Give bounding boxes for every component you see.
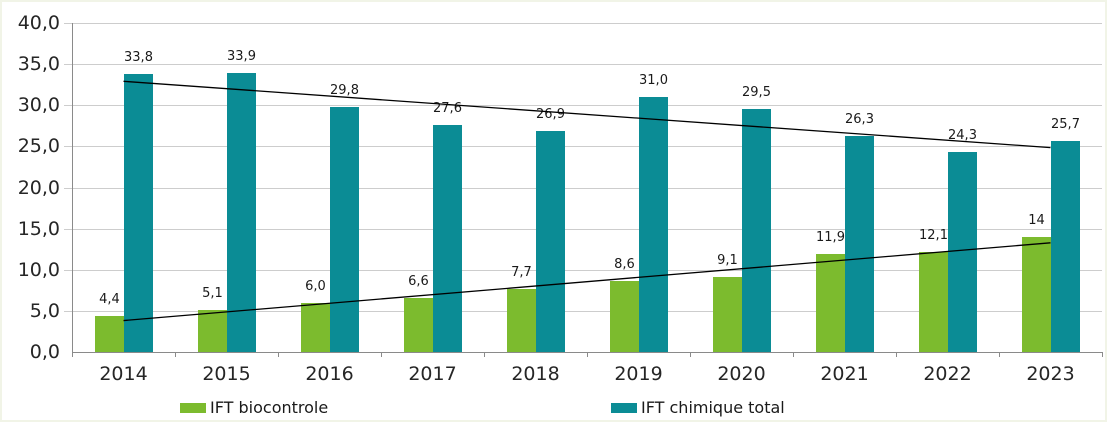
bar-chimique-2020: [742, 109, 771, 352]
y-axis-label: 30,0: [17, 94, 60, 116]
x-axis-tick: [175, 352, 176, 357]
bar-biocontrole-2016: [301, 302, 330, 352]
x-axis-tick: [690, 352, 691, 357]
bar-chimique-2019: [639, 97, 668, 352]
gridline: [64, 23, 1102, 24]
bar-value-label: 33,8: [124, 49, 153, 65]
x-axis-label: 2014: [99, 363, 148, 385]
gridline: [64, 105, 1102, 106]
x-axis-tick: [793, 352, 794, 357]
bar-biocontrole-2023: [1022, 236, 1051, 352]
x-axis-tick: [278, 352, 279, 357]
bar-biocontrole-2022: [919, 252, 948, 352]
bar-value-label: 26,9: [536, 106, 565, 122]
bar-chimique-2014: [124, 73, 153, 352]
x-axis-label: 2021: [820, 363, 869, 385]
bar-value-label: 24,3: [948, 128, 977, 144]
x-axis-tick: [587, 352, 588, 357]
x-axis-label: 2015: [202, 363, 251, 385]
x-axis-label: 2019: [614, 363, 663, 385]
legend-swatch-chimique-icon: [611, 403, 637, 413]
y-axis-label: 15,0: [17, 218, 60, 240]
bar-chimique-2022: [948, 152, 977, 352]
bar-value-label: 29,8: [330, 82, 359, 98]
bar-biocontrole-2021: [816, 254, 845, 352]
bar-chimique-2018: [536, 130, 565, 352]
y-axis-label: 0,0: [29, 341, 60, 363]
legend-item-biocontrole: IFT biocontrole: [180, 398, 328, 418]
bar-biocontrole-2018: [507, 288, 536, 352]
gridline: [64, 229, 1102, 230]
bar-value-label: 31,0: [639, 73, 668, 89]
x-axis-label: 2018: [511, 363, 560, 385]
bar-biocontrole-2015: [198, 310, 227, 352]
x-axis-tick: [999, 352, 1000, 357]
gridline: [64, 64, 1102, 65]
bar-biocontrole-2020: [713, 277, 742, 352]
bar-chimique-2015: [227, 73, 256, 352]
bar-chimique-2021: [845, 135, 874, 352]
legend-label-chimique: IFT chimique total: [641, 398, 785, 417]
x-axis-label: 2016: [305, 363, 354, 385]
x-axis-tick: [381, 352, 382, 357]
bar-biocontrole-2014: [95, 315, 124, 352]
bar-biocontrole-2017: [404, 297, 433, 352]
bar-value-label: 29,5: [742, 85, 771, 101]
bar-value-label: 26,3: [845, 111, 874, 127]
y-axis-label: 25,0: [17, 135, 60, 157]
y-axis-label: 5,0: [29, 300, 60, 322]
x-axis-label: 2020: [717, 363, 766, 385]
bar-value-label: 12,1: [919, 228, 948, 244]
x-axis-label: 2022: [923, 363, 972, 385]
x-axis-label: 2017: [408, 363, 457, 385]
bar-value-label: 25,7: [1051, 116, 1080, 132]
x-axis-tick: [1102, 352, 1103, 357]
x-axis-tick: [484, 352, 485, 357]
x-axis-tick: [72, 352, 73, 357]
trendline: [123, 242, 1051, 322]
bar-value-label: 4,4: [99, 291, 120, 307]
bar-value-label: 11,9: [816, 230, 845, 246]
y-axis-label: 20,0: [17, 177, 60, 199]
bar-chimique-2016: [330, 106, 359, 352]
y-axis-label: 35,0: [17, 53, 60, 75]
bar-biocontrole-2019: [610, 281, 639, 352]
chart-legend: IFT biocontrole IFT chimique total: [2, 398, 1105, 420]
y-axis-line: [72, 23, 73, 357]
y-axis-label: 10,0: [17, 259, 60, 281]
y-axis-label: 40,0: [17, 12, 60, 34]
legend-label-biocontrole: IFT biocontrole: [210, 398, 329, 417]
bar-value-label: 33,9: [227, 49, 256, 65]
gridline: [64, 188, 1102, 189]
gridline: [64, 146, 1102, 147]
legend-swatch-biocontrole-icon: [180, 403, 206, 413]
bar-value-label: 27,6: [433, 100, 462, 116]
legend-item-chimique: IFT chimique total: [611, 398, 785, 418]
bar-value-label: 14: [1028, 212, 1045, 228]
x-axis-tick: [896, 352, 897, 357]
bar-chimique-2017: [433, 124, 462, 352]
trendline: [123, 80, 1051, 149]
bar-chimique-2023: [1051, 140, 1080, 352]
x-axis-label: 2023: [1026, 363, 1075, 385]
